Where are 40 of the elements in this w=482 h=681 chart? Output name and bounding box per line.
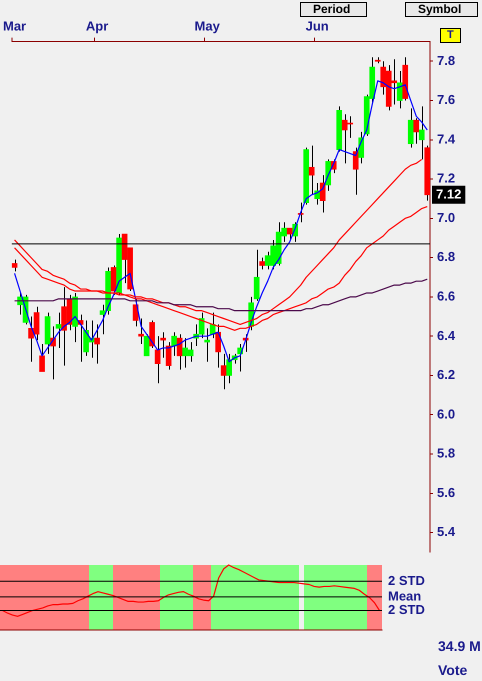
y-tick-label: 7.4	[437, 131, 456, 146]
x-tick-label: Jun	[306, 18, 329, 34]
candlestick	[220, 353, 226, 390]
text: Symbol	[405, 2, 478, 17]
ref-line-label: 2 STD	[388, 602, 425, 618]
y-tick-label: 6.0	[437, 406, 456, 422]
y-tick-label: 7.0	[437, 210, 456, 225]
y-tick-label: 6.4	[437, 328, 456, 343]
candlestick	[254, 249, 260, 302]
y-tick-label: 7.2	[437, 170, 456, 186]
y-tick-label: 5.6	[437, 484, 456, 500]
candlestick	[94, 324, 100, 364]
candlestick	[413, 118, 420, 144]
text: T	[440, 28, 461, 43]
x-tick-label: Apr	[86, 18, 108, 34]
y-tick-label: 7.8	[437, 52, 456, 68]
candlestick	[308, 145, 315, 196]
y-tick-label: 5.4	[437, 524, 456, 540]
text: Period	[300, 2, 368, 17]
annotation: 7.12	[436, 186, 462, 202]
candlestick	[39, 344, 45, 372]
candlestick	[396, 70, 403, 109]
y-tick-label: 6.8	[437, 249, 456, 264]
y-tick-label: 6.6	[437, 288, 456, 304]
candlestick	[138, 318, 144, 345]
y-tick-label: 6.2	[437, 367, 456, 382]
candlestick	[166, 342, 172, 370]
x-tick-label: Mar	[2, 18, 26, 34]
text: 34.9 M	[438, 638, 481, 654]
candlestick	[204, 328, 210, 362]
ref-line-label: 2 STD	[388, 572, 425, 588]
y-tick-label: 7.6	[437, 92, 456, 108]
y-tick-label: 5.8	[437, 446, 456, 461]
candlestick	[418, 106, 425, 160]
text: Vote	[438, 662, 468, 678]
candlestick	[286, 228, 293, 240]
x-tick-label: May	[194, 18, 221, 34]
ref-line-label: Mean	[388, 588, 422, 604]
candlestick	[12, 259, 18, 272]
candlestick	[144, 334, 150, 356]
